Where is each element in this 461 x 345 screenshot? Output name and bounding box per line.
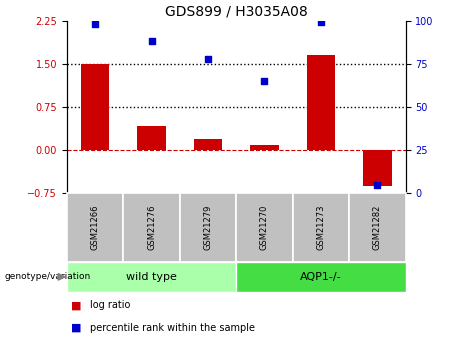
- Point: [374, 182, 381, 187]
- Title: GDS899 / H3035A08: GDS899 / H3035A08: [165, 4, 307, 18]
- Text: genotype/variation: genotype/variation: [5, 272, 91, 282]
- Text: AQP1-/-: AQP1-/-: [300, 272, 342, 282]
- Point: [317, 20, 325, 25]
- Text: GSM21279: GSM21279: [203, 205, 213, 250]
- Text: GSM21270: GSM21270: [260, 205, 269, 250]
- Text: wild type: wild type: [126, 272, 177, 282]
- Point: [91, 21, 99, 27]
- Point: [148, 39, 155, 44]
- Point: [204, 56, 212, 61]
- Text: GSM21276: GSM21276: [147, 205, 156, 250]
- Text: ■: ■: [71, 323, 82, 333]
- Bar: [363, 150, 391, 186]
- Bar: [137, 126, 165, 150]
- Text: GSM21266: GSM21266: [90, 205, 100, 250]
- Text: GSM21282: GSM21282: [373, 205, 382, 250]
- Bar: [194, 139, 222, 150]
- Bar: [81, 65, 109, 150]
- Text: ■: ■: [71, 300, 82, 310]
- Text: log ratio: log ratio: [90, 300, 130, 310]
- Text: percentile rank within the sample: percentile rank within the sample: [90, 323, 255, 333]
- Bar: [250, 145, 278, 150]
- Bar: [307, 55, 335, 150]
- Text: GSM21273: GSM21273: [316, 205, 325, 250]
- Point: [261, 78, 268, 84]
